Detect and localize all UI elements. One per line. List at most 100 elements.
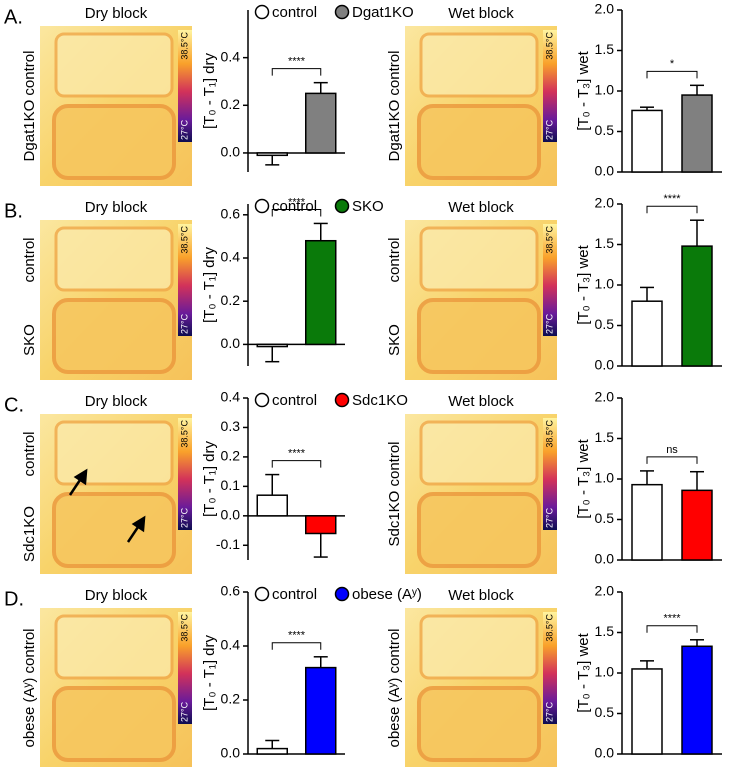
significance-bracket: [271, 460, 322, 468]
y-tick-label: 0.6: [221, 583, 241, 599]
y-axis-label: [T₀ - T₁] dry: [201, 440, 218, 517]
y-tick-label: 0.2: [221, 691, 241, 707]
y-tick-label: 1.5: [595, 429, 615, 445]
block-lower: [52, 298, 176, 374]
y-tick-label: 1.0: [595, 664, 615, 680]
legend-marker: [254, 392, 270, 408]
y-axis-label: [T₀ - T₁] dry: [201, 634, 218, 711]
y-axis-label: [T₀ - T₃] wet: [575, 438, 592, 518]
y-tick-label: 0.5: [595, 122, 615, 138]
y-tick-label: 0.2: [221, 448, 241, 464]
scale-min: 27°C: [544, 313, 554, 334]
y-tick-label: 0.4: [221, 249, 241, 265]
significance-label: ****: [663, 613, 681, 625]
scale-max: 38.5°C: [544, 32, 554, 60]
y-tick-label: 1.0: [595, 470, 615, 486]
scale-max: 38.5°C: [179, 614, 189, 642]
y-tick-label: 2.0: [595, 1, 615, 17]
block-upper: [419, 226, 539, 292]
y-tick-label: 0.5: [595, 510, 615, 526]
color-bar: [543, 418, 557, 530]
significance-label: ****: [288, 630, 306, 642]
y-tick-label: 0.4: [221, 637, 241, 653]
y-tick-label: -0.1: [216, 536, 240, 552]
scale-min: 27°C: [179, 507, 189, 528]
bar: [305, 92, 337, 154]
y-axis-label: [T₀ - T₃] wet: [575, 244, 592, 324]
legend-marker: [254, 4, 270, 20]
image-title: Dry block: [85, 393, 148, 410]
significance-label: ns: [666, 444, 678, 456]
legend-marker: [334, 198, 350, 214]
y-tick-label: 0.0: [595, 163, 615, 179]
block-upper: [419, 420, 539, 486]
side-label: Dgat1KO control: [386, 51, 403, 162]
scale-max: 38.5°C: [544, 226, 554, 254]
y-axis-label: [T₀ - T₁] dry: [201, 246, 218, 323]
y-tick-label: 0.0: [221, 144, 241, 160]
image-title: Wet block: [448, 199, 514, 216]
side-label: SKO: [386, 324, 403, 356]
legend-label: control: [272, 198, 317, 215]
color-bar: [178, 224, 192, 336]
block-lower: [52, 492, 176, 568]
y-tick-label: 2.0: [595, 195, 615, 211]
bar: [305, 515, 337, 535]
legend-marker: [254, 198, 270, 214]
image-title: Wet block: [448, 587, 514, 604]
bar: [305, 239, 337, 346]
y-tick-label: 0.4: [221, 48, 241, 64]
significance-label: *: [670, 58, 675, 70]
block-lower: [417, 686, 541, 762]
scale-max: 38.5°C: [179, 420, 189, 448]
y-tick-label: 0.4: [221, 389, 241, 405]
bar: [681, 489, 713, 561]
y-tick-label: 1.5: [595, 623, 615, 639]
significance-label: ****: [288, 196, 306, 208]
significance-bracket: [646, 456, 698, 464]
side-label: control: [21, 431, 38, 476]
y-tick-label: 0.5: [595, 316, 615, 332]
bar: [256, 494, 288, 517]
panel-label: B.: [4, 200, 23, 222]
y-tick-label: 1.0: [595, 82, 615, 98]
arrows: [68, 468, 146, 543]
legend-marker: [254, 586, 270, 602]
block-upper: [419, 32, 539, 98]
significance-bracket: [271, 68, 322, 76]
image-title: Wet block: [448, 393, 514, 410]
significance-label: ****: [288, 56, 306, 68]
scale-min: 27°C: [179, 313, 189, 334]
panel-label: D.: [4, 588, 24, 610]
block-upper: [54, 614, 174, 680]
panel-label: A.: [4, 6, 23, 28]
significance-bracket: [271, 208, 322, 217]
color-bar: [543, 612, 557, 724]
side-label: obese (Aʸ) control: [386, 628, 403, 747]
bar: [256, 343, 288, 348]
significance-bracket: [271, 642, 322, 650]
block-lower: [417, 104, 541, 180]
scale-min: 27°C: [544, 507, 554, 528]
y-tick-label: 1.5: [595, 41, 615, 57]
legend-label: SKO: [352, 198, 384, 215]
scale-min: 27°C: [544, 119, 554, 140]
bar: [681, 94, 713, 173]
y-tick-label: 0.0: [221, 507, 241, 523]
significance-bracket: [646, 625, 698, 633]
legend-label: Dgat1KO: [352, 4, 414, 21]
bar: [631, 668, 663, 755]
color-bar: [543, 224, 557, 336]
side-label: SKO: [21, 324, 38, 356]
y-tick-label: 0.3: [221, 418, 241, 434]
scale-min: 27°C: [179, 119, 189, 140]
y-tick-label: 0.2: [221, 96, 241, 112]
block-lower: [52, 104, 176, 180]
y-tick-label: 2.0: [595, 583, 615, 599]
side-label: control: [386, 237, 403, 282]
y-tick-label: 0.0: [221, 335, 241, 351]
y-tick-label: 2.0: [595, 389, 615, 405]
scale-min: 27°C: [179, 701, 189, 722]
bar: [681, 645, 713, 755]
